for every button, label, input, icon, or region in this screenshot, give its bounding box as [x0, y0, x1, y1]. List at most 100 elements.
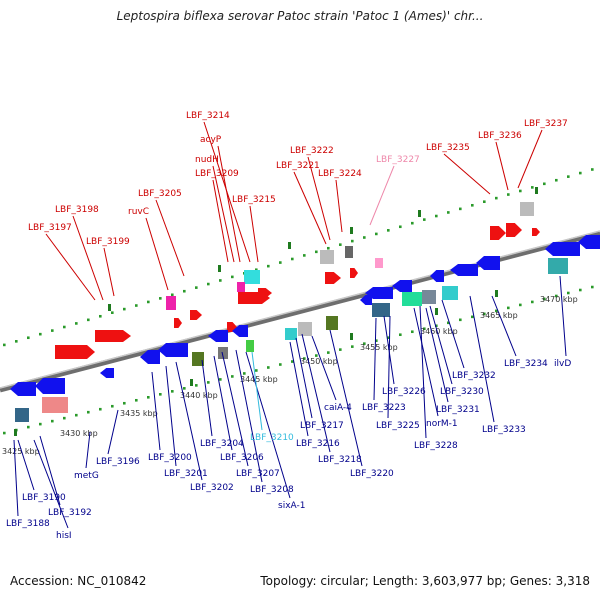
- reverse-gene-arrow: [545, 242, 580, 256]
- scale-label: 3445 kbp: [240, 375, 278, 384]
- feature-box: [372, 303, 390, 317]
- tick-dot: [471, 203, 474, 207]
- feature-box: [326, 316, 338, 330]
- tick-dot: [291, 257, 294, 261]
- reverse-gene-arrow: [100, 368, 114, 378]
- forward-gene-label: LBF_3214: [186, 111, 230, 121]
- forward-gene-arrow: [95, 330, 131, 342]
- tick-dot: [555, 178, 558, 182]
- tick-dot: [147, 300, 150, 304]
- forward-label-leader: [45, 233, 96, 301]
- tick-dot: [435, 214, 438, 218]
- forward-gene-label: LBF_3197: [28, 223, 72, 233]
- forward-gene-arrow: [325, 272, 341, 284]
- feature-box: [298, 322, 312, 336]
- tick-dot: [3, 343, 6, 347]
- tick-dot: [63, 325, 66, 329]
- feature-box: [246, 340, 254, 352]
- tick-dot: [375, 339, 378, 342]
- tick-dot: [147, 395, 150, 399]
- reverse-label-leader: [295, 337, 313, 419]
- genome-title: Leptospira biflexa serovar Patoc strain …: [116, 9, 484, 23]
- tick-dot: [399, 225, 402, 229]
- tick-dot: [399, 333, 402, 337]
- forward-label-leader: [443, 153, 491, 195]
- forward-gene-label: LBF_3199: [86, 237, 130, 247]
- scale-label: 3470 kbp: [540, 295, 578, 304]
- feature-box: [166, 296, 176, 310]
- tick-dot: [231, 375, 234, 378]
- reverse-label-leader: [213, 355, 233, 451]
- forward-label-leader: [495, 141, 509, 191]
- tick-dot: [39, 422, 42, 426]
- tick-dot: [303, 254, 306, 257]
- tick-dot: [3, 431, 6, 435]
- tick-dot: [51, 419, 54, 423]
- forward-gene-label: LBF_3237: [524, 119, 568, 129]
- forward-gene-label: LBF_3205: [138, 189, 182, 199]
- reverse-label-leader: [429, 305, 453, 385]
- forward-label-leader: [203, 121, 251, 263]
- tick-dot: [27, 336, 30, 340]
- forward-gene-arrow: [490, 226, 506, 240]
- forward-gene-label: LBF_3224: [318, 169, 362, 179]
- reverse-gene-label: LBF_3190: [22, 493, 66, 503]
- upper-tick-rail: [3, 168, 594, 347]
- reverse-gene-label: LBF_3188: [6, 519, 50, 529]
- tick-dot: [255, 268, 258, 272]
- feature-box: [42, 397, 68, 413]
- tick-dot: [495, 196, 498, 200]
- tick-dot: [267, 366, 270, 369]
- forward-gene-arrow: [532, 228, 540, 236]
- tick-dot: [447, 321, 450, 325]
- forward-gene-arrow: [506, 223, 522, 237]
- tick-dot: [87, 318, 90, 322]
- major-tick: [535, 187, 538, 194]
- tick-dot: [471, 315, 474, 319]
- forward-gene-label: LBF_3236: [478, 131, 522, 141]
- tick-dot: [579, 171, 582, 175]
- tick-dot: [99, 407, 102, 411]
- tick-dot: [159, 393, 162, 396]
- reverse-gene-label: LBF_3223: [362, 403, 406, 413]
- tick-dot: [15, 340, 18, 343]
- reverse-gene-arrow: [140, 350, 160, 364]
- reverse-label-leader: [85, 431, 91, 469]
- forward-label-leader: [212, 179, 229, 263]
- tick-dot: [351, 239, 354, 243]
- tick-dot: [75, 413, 78, 417]
- forward-gene-arrow: [190, 310, 202, 320]
- tick-dot: [315, 354, 318, 357]
- feature-box: [442, 286, 458, 300]
- tick-dot: [447, 211, 450, 214]
- scale-label: 3450 kbp: [300, 357, 338, 366]
- reverse-label-leader: [301, 333, 331, 453]
- forward-label-leader: [212, 165, 235, 263]
- reverse-label-leader: [251, 351, 263, 431]
- forward-gene-label: LBF_3198: [55, 205, 99, 215]
- reverse-gene-label: LBF_3206: [220, 453, 264, 463]
- tick-dot: [99, 314, 102, 318]
- feature-box: [422, 290, 436, 304]
- reverse-gene-label: ilvD: [554, 359, 571, 369]
- forward-label-leader: [103, 247, 115, 297]
- tick-dot: [555, 294, 558, 298]
- forward-gene-arrow: [55, 345, 95, 359]
- reverse-label-leader: [13, 439, 19, 517]
- scale-label: 3465 kbp: [480, 311, 518, 320]
- tick-dot: [75, 322, 78, 325]
- forward-label-leader: [217, 145, 241, 263]
- tick-dot: [339, 243, 342, 246]
- major-tick: [218, 265, 221, 272]
- forward-label-leader: [307, 156, 331, 241]
- reverse-gene-label: hisI: [56, 531, 72, 541]
- reverse-label-leader: [245, 351, 291, 499]
- reverse-gene-label: LBF_3196: [96, 457, 140, 467]
- tick-dot: [423, 327, 426, 331]
- tick-dot: [543, 182, 546, 186]
- forward-gene-arrow: [258, 288, 272, 298]
- tick-dot: [507, 306, 510, 310]
- major-tick: [14, 429, 17, 436]
- tick-dot: [423, 218, 426, 221]
